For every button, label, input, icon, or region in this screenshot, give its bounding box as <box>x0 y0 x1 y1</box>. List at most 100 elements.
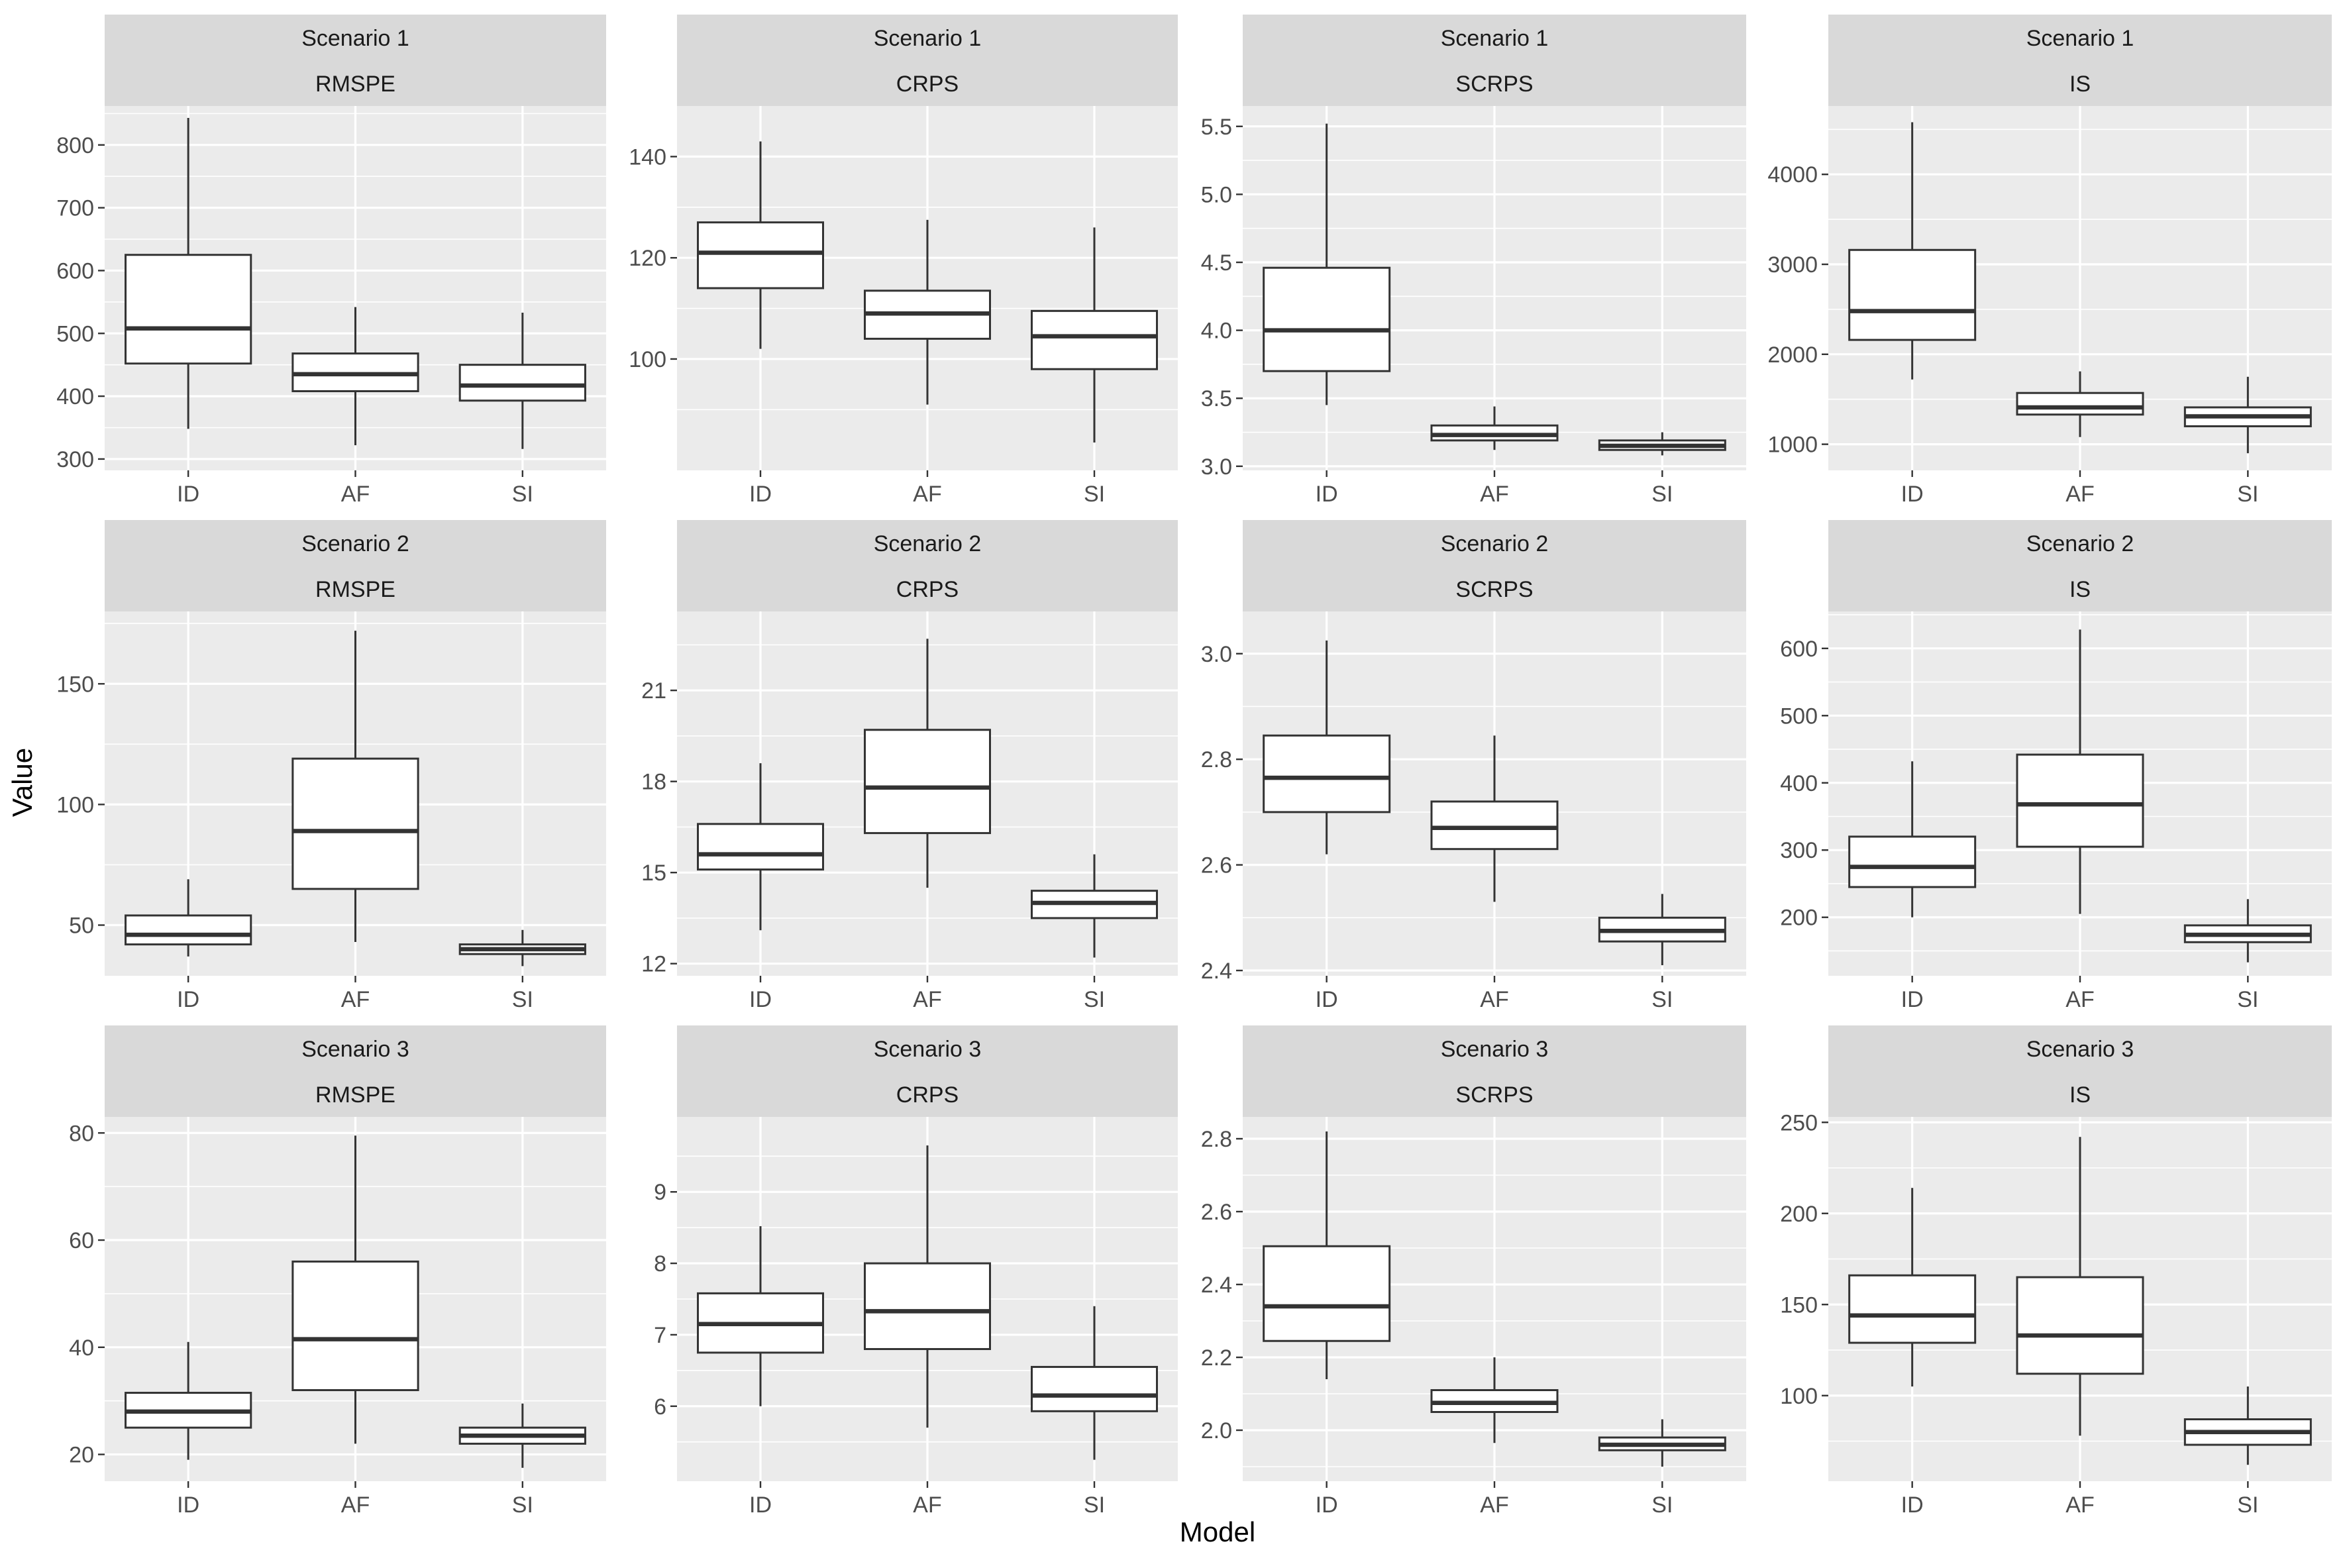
x-tick-label-id: ID <box>177 987 199 1012</box>
y-tick-label: 100 <box>1780 1384 1818 1409</box>
x-tick-label-si: SI <box>1084 1492 1105 1518</box>
box-iqr <box>2016 753 2144 848</box>
box-id <box>125 1341 252 1460</box>
box-si <box>1031 854 1158 958</box>
x-tick-label-af: AF <box>1480 482 1508 507</box>
y-tick-label: 500 <box>1780 704 1818 729</box>
box-af <box>1430 406 1559 450</box>
y-tick-label: 50 <box>69 914 94 939</box>
y-tick-label: 15 <box>641 861 666 886</box>
x-tick-label-id: ID <box>1316 987 1338 1012</box>
box-iqr <box>697 823 824 871</box>
box-af <box>864 219 991 405</box>
x-tick-label-af: AF <box>1480 1492 1508 1518</box>
strip-background <box>1243 15 1746 106</box>
strip-metric-label: CRPS <box>896 1082 959 1108</box>
y-tick-label: 18 <box>641 770 666 795</box>
strip-scenario-label: Scenario 3 <box>301 1037 409 1062</box>
x-tick-label-id: ID <box>1316 1492 1338 1518</box>
box-si <box>2183 1386 2312 1465</box>
strip-metric-label: IS <box>2069 577 2091 602</box>
box-id <box>697 141 824 349</box>
x-tick-label-si: SI <box>512 987 533 1012</box>
box-af <box>1430 735 1559 902</box>
x-tick-label-si: SI <box>1084 482 1105 507</box>
y-tick-label: 3.0 <box>1201 454 1232 480</box>
y-tick-label: 2.2 <box>1201 1345 1232 1371</box>
strip-scenario-label: Scenario 3 <box>1441 1037 1549 1062</box>
x-tick-label-id: ID <box>177 482 199 507</box>
y-tick-label: 6 <box>654 1394 666 1420</box>
strip-metric-label: RMSPE <box>315 577 395 602</box>
panel-scenario-1-scrps: Scenario 1 SCRPS 3.0 3.5 4.0 4.5 5.0 5.5 ID AF SI <box>1201 15 1746 507</box>
x-tick-label-id: ID <box>177 1492 199 1518</box>
y-tick-label: 60 <box>69 1228 94 1253</box>
strip-background <box>1828 1025 2332 1117</box>
box-si <box>1598 894 1726 966</box>
panel-scenario-3-is: Scenario 3 IS 100 150 200 250 ID AF SI <box>1780 1025 2332 1518</box>
x-tick-label-si: SI <box>2237 1492 2258 1518</box>
x-tick-label-si: SI <box>512 1492 533 1518</box>
strip-scenario-label: Scenario 2 <box>301 531 409 556</box>
y-tick-label: 400 <box>1780 771 1818 796</box>
strip-scenario-label: Scenario 2 <box>1441 531 1549 556</box>
y-tick-label: 800 <box>56 133 94 158</box>
x-tick-label-si: SI <box>2237 482 2258 507</box>
box-si <box>458 1403 586 1468</box>
x-tick-label-id: ID <box>1901 482 1924 507</box>
y-tick-label: 80 <box>69 1121 94 1146</box>
strip-metric-label: IS <box>2069 1082 2091 1108</box>
y-tick-label: 600 <box>1780 637 1818 662</box>
y-tick-label: 8 <box>654 1251 666 1277</box>
panel-scenario-1-crps: Scenario 1 CRPS 100 120 140 ID AF SI <box>629 15 1178 507</box>
box-iqr <box>697 221 824 289</box>
x-tick-label-si: SI <box>1651 987 1673 1012</box>
y-tick-label: 9 <box>654 1180 666 1205</box>
strip-background <box>105 520 606 611</box>
box-si <box>1598 432 1726 456</box>
y-tick-label: 4.5 <box>1201 250 1232 276</box>
x-tick-label-af: AF <box>341 482 370 507</box>
x-tick-label-af: AF <box>913 1492 941 1518</box>
x-tick-label-af: AF <box>2065 987 2094 1012</box>
panel-scenario-3-crps: Scenario 3 CRPS 6 7 8 9 ID AF SI <box>654 1025 1178 1518</box>
y-tick-label: 5.0 <box>1201 182 1232 207</box>
strip-background <box>1243 520 1746 611</box>
x-tick-label-af: AF <box>341 1492 370 1518</box>
strip-background <box>677 520 1178 611</box>
box-af <box>1430 1357 1559 1443</box>
y-tick-label: 2.6 <box>1201 853 1232 878</box>
y-tick-label: 3.5 <box>1201 386 1232 411</box>
box-iqr <box>291 757 419 890</box>
box-iqr <box>458 364 586 402</box>
x-axis-title: Model <box>1180 1516 1255 1547</box>
x-tick-label-id: ID <box>749 987 772 1012</box>
box-iqr <box>2016 1276 2144 1375</box>
box-iqr <box>1848 835 1977 888</box>
box-si <box>1598 1419 1726 1467</box>
box-iqr <box>1031 309 1158 370</box>
panel-scenario-1-is: Scenario 1 IS 1000 2000 3000 4000 ID AF SI <box>1767 15 2332 507</box>
panel-scenario-2-scrps: Scenario 2 SCRPS 2.4 2.6 2.8 3.0 ID AF SI <box>1201 520 1746 1012</box>
box-iqr <box>125 914 252 946</box>
box-iqr <box>125 254 252 365</box>
y-tick-label: 600 <box>56 258 94 284</box>
box-iqr <box>1031 1365 1158 1412</box>
x-tick-label-id: ID <box>1901 987 1924 1012</box>
y-tick-label: 100 <box>56 792 94 817</box>
box-si <box>458 312 586 449</box>
y-tick-label: 200 <box>1780 1202 1818 1227</box>
x-tick-label-id: ID <box>1316 482 1338 507</box>
box-iqr <box>1848 248 1977 341</box>
x-tick-label-af: AF <box>1480 987 1508 1012</box>
strip-background <box>1828 15 2332 106</box>
box-iqr <box>291 1260 419 1391</box>
strip-metric-label: RMSPE <box>315 72 395 97</box>
y-tick-label: 140 <box>629 144 666 170</box>
y-tick-label: 3.0 <box>1201 642 1232 667</box>
box-af <box>2016 629 2144 914</box>
box-iqr <box>1263 266 1391 372</box>
strip-metric-label: SCRPS <box>1455 1082 1533 1108</box>
box-id <box>125 118 252 429</box>
strip-metric-label: CRPS <box>896 577 959 602</box>
